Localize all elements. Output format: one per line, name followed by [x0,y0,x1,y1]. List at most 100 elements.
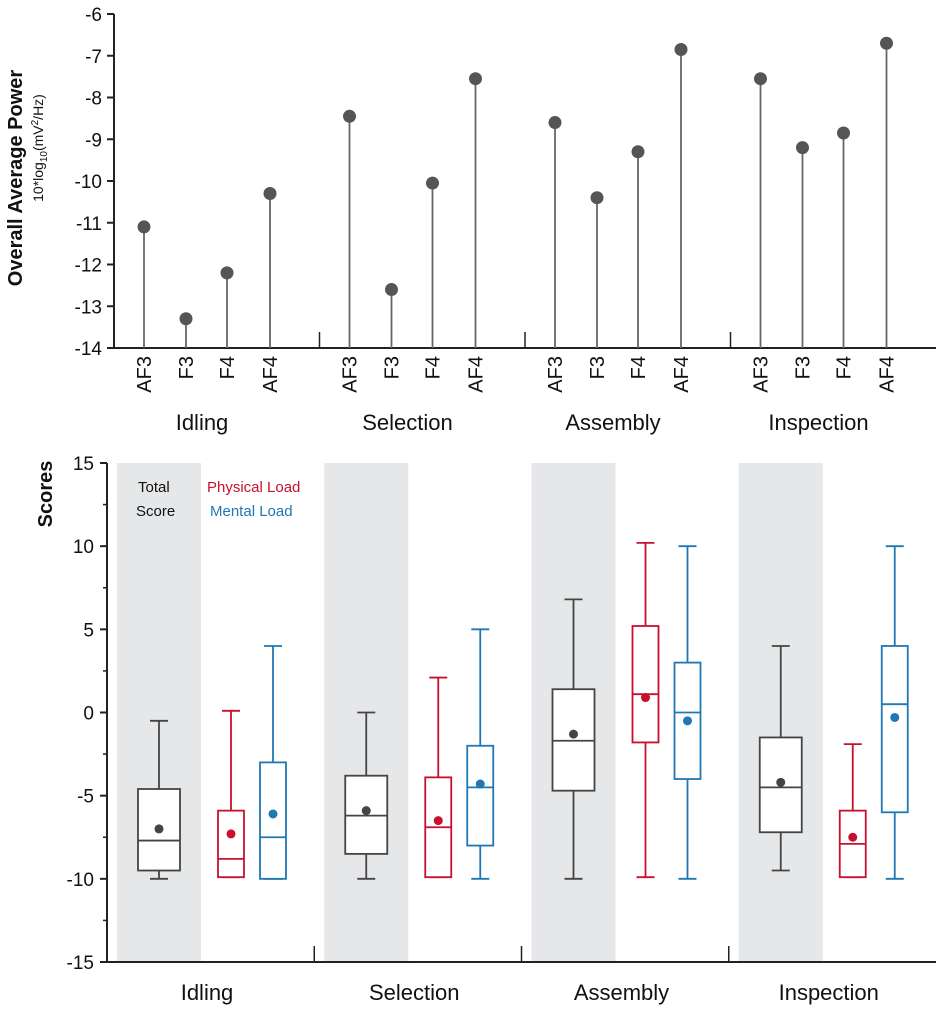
box-mental-load [673,545,702,880]
mean-point [569,729,578,739]
top-point [426,176,439,190]
top-channel-label: AF4 [466,356,488,393]
top-point [880,36,893,50]
box-physical-load [217,709,245,879]
box-mental-load [880,545,909,880]
top-point [137,220,151,234]
bottom-group-label: Selection [369,980,460,1005]
top-point [674,42,688,56]
top-point [220,266,234,280]
top-point [754,72,767,86]
top-channel-label: AF4 [877,356,899,393]
bottom-group-label: Idling [181,980,234,1005]
iqr-box [673,661,702,780]
top-point [263,187,277,201]
top-y-tick-label: -9 [85,130,102,151]
top-point [796,141,809,155]
mean-point [475,779,485,789]
mean-point [268,809,278,819]
shaded-band [117,463,201,962]
mean-point [683,716,692,726]
mean-point [776,777,786,787]
top-channel-label: F3 [176,356,198,379]
iqr-box [466,744,495,847]
top-y-tick-label: -8 [85,89,102,110]
box-total-score [551,598,596,880]
mean-point [226,829,236,839]
box-physical-load [424,676,453,879]
legend-physical-load: Physical Load [207,479,300,496]
top-channel-label: AF4 [260,356,282,393]
bottom-ylabel: Scores [35,461,57,528]
bottom-y-tick-label: 10 [73,537,94,558]
bottom-group-label: Assembly [574,980,669,1005]
top-chart: -6 -7 -8 -9 -10 -11 -12 -13 -14 AF3 F3 F4 AF4 Idling A… [75,5,936,435]
mean-point [890,712,900,722]
top-channel-label: F3 [587,356,609,379]
top-y-tick-label: -12 [75,256,102,277]
top-point [469,72,482,86]
top-channel-label: F4 [423,356,445,379]
bottom-y-tick-label: -10 [67,870,94,891]
legend-mental-load: Mental Load [210,503,293,520]
top-channel-label: F3 [382,356,404,379]
top-channel-label: AF3 [545,356,567,393]
top-y-tick-label: -10 [75,172,102,193]
top-y-tick-label: -6 [85,5,102,26]
top-point [548,116,562,130]
top-channel-label: AF3 [134,356,156,393]
top-point [837,126,850,140]
iqr-box [217,809,245,879]
bottom-y-tick-label: -15 [67,953,94,974]
box-mental-load [259,645,287,880]
top-y-tick-label: -14 [75,339,103,360]
mean-point [154,824,164,834]
top-point [631,145,645,159]
bottom-y-tick-label: -5 [77,787,94,808]
top-ylabel-group: Overall Average Power 10*log10(mV2/Hz) [5,70,50,287]
bottom-group-label: Inspection [779,980,879,1005]
iqr-box [880,645,909,814]
top-group-label: Selection [362,410,453,435]
mean-point [641,693,650,703]
top-channel-label: AF3 [340,356,362,393]
box-total-score [344,711,389,880]
iqr-box [631,625,660,744]
top-channel-label: F4 [628,356,650,379]
mean-point [361,806,371,816]
legend-total-line2: Score [136,503,175,520]
bottom-chart: Scores 15 10 5 0 -5 -10 -15 Idling Selection Assem… [35,454,936,1005]
top-y-tick-label: -13 [75,297,102,318]
top-group-label: Assembly [565,410,660,435]
top-point [343,109,356,123]
top-channel-label: AF4 [671,356,693,393]
top-point [179,312,193,326]
iqr-box [259,761,287,880]
top-group-label: Inspection [768,410,868,435]
top-channel-label: AF3 [751,356,773,393]
box-total-score [137,719,181,880]
bottom-y-tick-label: 5 [83,620,94,641]
top-ylabel-unit: 10*log10(mV2/Hz) [30,94,50,202]
top-point [385,283,398,297]
iqr-box [758,736,803,834]
bottom-y-tick-label: 15 [73,454,94,475]
legend: Total Score Physical Load Mental Load [136,479,300,520]
box-physical-load [838,743,867,879]
box-total-score [758,645,803,872]
top-group-label: Idling [176,410,229,435]
top-y-tick-label: -7 [85,47,102,68]
top-channel-label: F3 [793,356,815,379]
bottom-y-tick-label: 0 [83,704,94,725]
top-channel-label: F4 [834,356,856,379]
top-y-tick-label: -11 [76,214,102,235]
mean-point [433,816,443,826]
mean-point [848,832,858,842]
box-mental-load [466,628,495,880]
top-point [590,191,604,205]
box-physical-load [631,541,660,879]
top-ylabel: Overall Average Power [5,70,27,287]
top-channel-label: F4 [217,356,239,379]
legend-total-line1: Total [138,479,170,496]
